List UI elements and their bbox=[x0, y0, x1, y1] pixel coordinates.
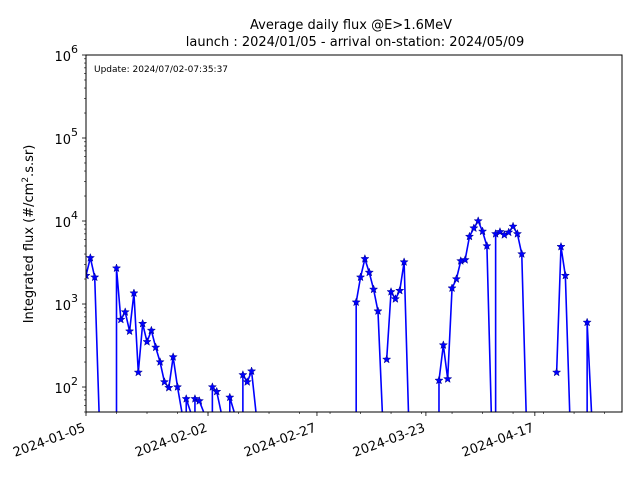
data-point bbox=[508, 221, 518, 231]
x-tick-label: 2024-01-05 bbox=[11, 421, 87, 461]
data-point bbox=[512, 228, 523, 238]
data-point bbox=[120, 307, 130, 317]
data-point bbox=[438, 340, 449, 350]
data-point bbox=[225, 392, 235, 402]
plot-background bbox=[86, 55, 622, 412]
series-line bbox=[355, 258, 384, 412]
data-point bbox=[382, 354, 392, 364]
data-point bbox=[473, 216, 483, 225]
x-tick-label: 2024-02-02 bbox=[133, 421, 209, 461]
data-point bbox=[181, 393, 191, 403]
update-timestamp: Update: 2024/07/02-07:35:37 bbox=[94, 65, 228, 75]
data-point bbox=[451, 274, 462, 283]
y-tick-label: 103 bbox=[54, 292, 78, 314]
chart-subtitle: launch : 2024/01/05 - arrival on-station… bbox=[186, 35, 524, 50]
data-point bbox=[129, 288, 139, 298]
y-axis-label-prefix: Integrated flux (#/cm bbox=[22, 183, 37, 324]
data-point bbox=[124, 326, 135, 336]
data-point bbox=[364, 267, 374, 277]
data-point bbox=[172, 382, 183, 391]
data-point bbox=[560, 270, 571, 280]
data-point bbox=[551, 367, 562, 377]
data-point bbox=[447, 283, 457, 293]
data-point bbox=[111, 263, 122, 273]
data-point bbox=[137, 318, 148, 328]
y-tick-base: 10 bbox=[54, 133, 71, 148]
y-tick-exponent: 5 bbox=[71, 126, 78, 139]
x-tick-label: 2024-02-27 bbox=[242, 421, 318, 461]
series-line bbox=[385, 261, 410, 412]
data-point bbox=[116, 314, 126, 324]
y-tick-exponent: 3 bbox=[71, 292, 78, 305]
data-point bbox=[207, 382, 218, 391]
series-line bbox=[86, 257, 100, 412]
data-point bbox=[464, 231, 475, 241]
data-point bbox=[360, 253, 370, 263]
y-tick-base: 10 bbox=[54, 50, 71, 65]
data-point bbox=[194, 396, 204, 405]
data-point bbox=[133, 367, 143, 377]
plot-frame bbox=[85, 54, 623, 413]
y-tick-label: 104 bbox=[54, 209, 78, 231]
data-point bbox=[86, 270, 91, 280]
y-axis-label-sup: 2 bbox=[21, 177, 31, 183]
data-point bbox=[146, 325, 157, 335]
data-point bbox=[212, 386, 222, 396]
data-point bbox=[168, 352, 178, 361]
data-point bbox=[373, 306, 383, 316]
data-point bbox=[482, 241, 492, 250]
data-point bbox=[151, 342, 161, 352]
y-tick-base: 10 bbox=[54, 299, 71, 314]
data-point bbox=[355, 272, 366, 282]
data-point bbox=[246, 366, 257, 376]
data-point bbox=[190, 393, 200, 403]
chart-title: Average daily flux @E>1.6MeV bbox=[250, 18, 452, 33]
y-axis-label-suffix: .s.sr) bbox=[22, 145, 37, 177]
data-point bbox=[242, 377, 252, 386]
y-tick-label: 105 bbox=[54, 126, 78, 148]
data-point bbox=[368, 284, 379, 294]
data-point bbox=[390, 294, 401, 303]
y-tick-label: 102 bbox=[54, 375, 78, 397]
x-tick-label: 2024-03-23 bbox=[351, 421, 427, 461]
data-point bbox=[155, 357, 165, 366]
data-point bbox=[434, 375, 444, 385]
data-point bbox=[90, 272, 100, 282]
data-point bbox=[351, 297, 361, 307]
data-point bbox=[86, 252, 96, 262]
x-tick-label: 2024-04-17 bbox=[460, 421, 536, 461]
series-line bbox=[555, 245, 571, 412]
data-point bbox=[164, 382, 174, 392]
y-tick-base: 10 bbox=[54, 382, 71, 397]
y-axis-label: Integrated flux (#/cm2.s.sr) bbox=[21, 145, 37, 324]
data-point bbox=[395, 285, 405, 295]
data-point bbox=[460, 254, 470, 264]
data-point bbox=[477, 226, 488, 236]
data-point bbox=[504, 227, 514, 237]
data-point bbox=[159, 377, 170, 386]
data-point bbox=[399, 257, 409, 267]
data-point bbox=[556, 241, 566, 251]
y-tick-exponent: 4 bbox=[71, 209, 78, 222]
data-point bbox=[517, 249, 527, 259]
data-point bbox=[386, 286, 396, 296]
data-point bbox=[142, 336, 152, 346]
data-point bbox=[443, 374, 453, 383]
data-point bbox=[469, 223, 479, 233]
series-layer bbox=[86, 216, 593, 412]
data-point bbox=[582, 317, 592, 327]
y-tick-base: 10 bbox=[54, 216, 71, 231]
y-tick-exponent: 6 bbox=[71, 43, 78, 56]
data-point bbox=[238, 369, 248, 379]
y-tick-label: 106 bbox=[54, 43, 78, 65]
y-tick-exponent: 2 bbox=[71, 375, 78, 388]
